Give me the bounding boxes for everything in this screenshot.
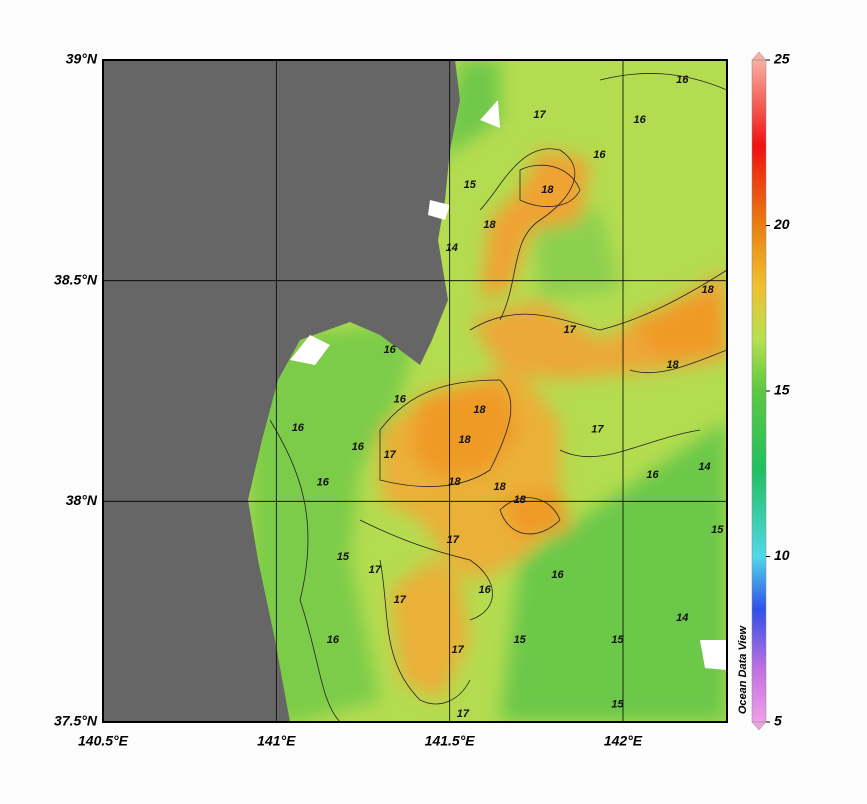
- contour-label: 15: [711, 524, 724, 536]
- contour-label: 16: [479, 584, 492, 596]
- contour-lines: [269, 73, 727, 722]
- contour-label: 17: [457, 708, 470, 720]
- contour-label: 16: [317, 477, 330, 489]
- colorbar-tick-label: 15: [774, 382, 790, 398]
- contour-label: 18: [473, 404, 486, 416]
- contour-label: 17: [533, 109, 546, 121]
- contour-label: 17: [591, 424, 604, 436]
- contour-label: 16: [551, 569, 564, 581]
- contour-label: 14: [676, 612, 688, 624]
- contour-label: 15: [337, 551, 350, 563]
- contour-label: 18: [448, 476, 461, 488]
- map-area: [103, 60, 727, 722]
- lon-tick-label: 140.5°E: [78, 733, 129, 749]
- colorbar-max-arrow: [751, 51, 767, 61]
- contour-label: 17: [563, 324, 576, 336]
- contour-label: 15: [611, 634, 624, 646]
- lat-tick-label: 39°N: [66, 51, 98, 67]
- lat-tick-label: 38°N: [66, 492, 98, 508]
- colorbar-tick-label: 10: [774, 547, 790, 563]
- lon-tick-label: 141°E: [257, 733, 296, 749]
- colorbar: [751, 59, 767, 723]
- lat-tick-label: 37.5°N: [54, 713, 98, 729]
- contour-label: 18: [514, 494, 527, 506]
- contour-label: 16: [394, 394, 407, 406]
- contour-label: 16: [676, 74, 689, 86]
- colorbar-min-arrow: [751, 721, 767, 731]
- contour-label: 16: [292, 422, 305, 434]
- contour-label: 14: [446, 242, 458, 254]
- contour-label: 18: [493, 481, 506, 493]
- contour-label: 17: [369, 564, 382, 576]
- lon-tick-label: 141.5°E: [425, 733, 476, 749]
- contour-label: 16: [327, 634, 340, 646]
- lon-tick-label: 142°E: [604, 733, 643, 749]
- contour-label: 16: [646, 469, 659, 481]
- contour-label: 16: [593, 149, 606, 161]
- contour-label: 17: [384, 449, 397, 461]
- contour-label: 17: [452, 644, 465, 656]
- contour-label: 16: [384, 344, 397, 356]
- colorbar-tick-label: 20: [773, 216, 790, 232]
- contour-label: 18: [541, 184, 554, 196]
- contour-label: 14: [698, 461, 710, 473]
- contour-label: 18: [666, 359, 679, 371]
- lat-tick-label: 38.5°N: [54, 271, 98, 287]
- contour-label: 17: [394, 594, 407, 606]
- land: [103, 60, 460, 722]
- colorbar-label: Ocean Data View: [737, 624, 749, 714]
- contour-label: 15: [611, 699, 624, 711]
- contour-label: 18: [458, 434, 471, 446]
- contour-label: 18: [483, 219, 496, 231]
- temperature-field: [250, 60, 727, 722]
- contour-label: 18: [701, 284, 714, 296]
- map-frame: [102, 59, 728, 723]
- contour-label: 16: [634, 114, 647, 126]
- colorbar-tick-label: 5: [774, 713, 782, 729]
- contour-label: 16: [352, 441, 365, 453]
- contour-label: 15: [514, 634, 527, 646]
- colorbar-tick-label: 25: [773, 51, 790, 67]
- contour-label: 15: [464, 179, 477, 191]
- contour-label: 17: [447, 534, 460, 546]
